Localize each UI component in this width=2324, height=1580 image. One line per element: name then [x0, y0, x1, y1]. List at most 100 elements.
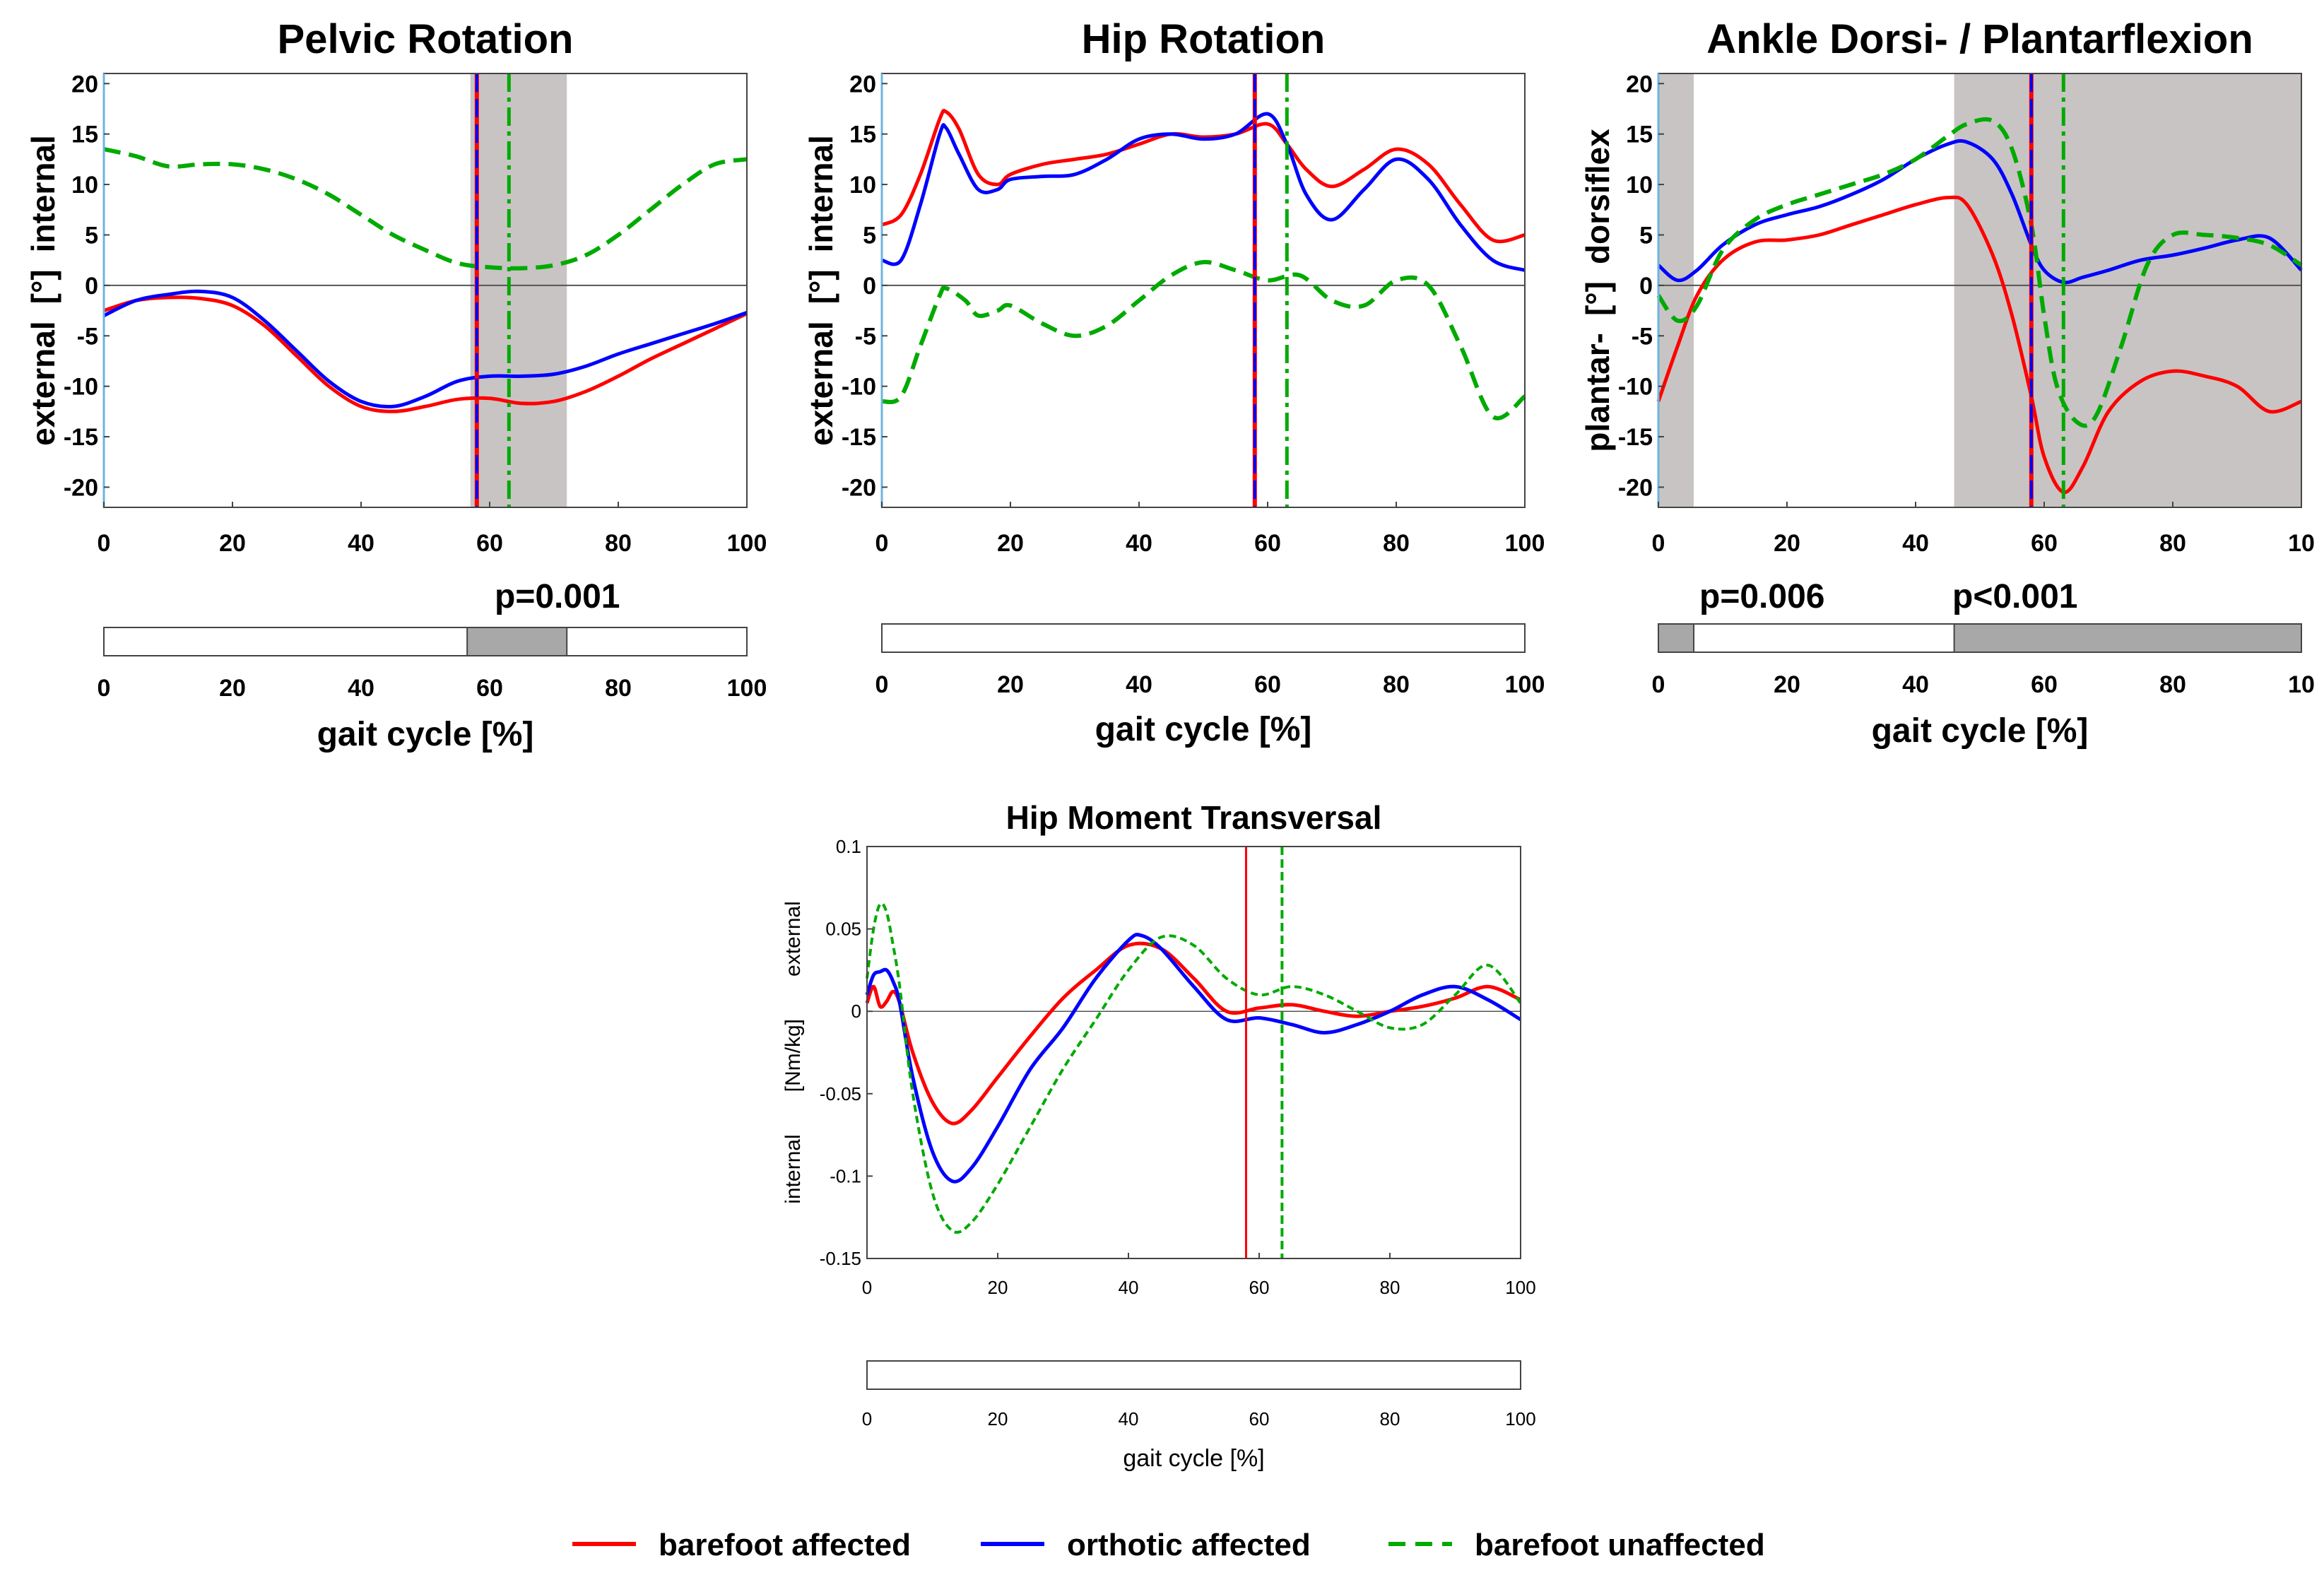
series-line-0 — [880, 109, 1526, 244]
x-tick-label: 20 — [997, 530, 1024, 557]
y-tick-label: 10 — [71, 172, 98, 199]
legend-label: barefoot unaffected — [1475, 1528, 1765, 1562]
plot-area — [867, 847, 1521, 1258]
sig-x-tick-label: 20 — [988, 1408, 1008, 1429]
x-tick-label: 40 — [1119, 1277, 1139, 1298]
x-axis-label: gait cycle [%] — [317, 716, 534, 753]
y-tick-label: -20 — [842, 474, 876, 501]
sig-x-tick-label: 80 — [1380, 1408, 1400, 1429]
chart-title: Hip Moment Transversal — [1006, 799, 1382, 836]
y-tick-label: -0.1 — [830, 1165, 861, 1186]
x-tick-label: 40 — [1126, 530, 1152, 557]
x-tick-label: 20 — [219, 530, 246, 557]
series-line-2 — [866, 902, 1522, 1234]
y-tick-label: 20 — [71, 71, 98, 98]
x-tick-label: 10 — [2288, 530, 2315, 557]
sig-x-tick-label: 60 — [1254, 671, 1281, 698]
x-tick-label: 80 — [1383, 530, 1410, 557]
x-axis-label: gait cycle [%] — [1123, 1445, 1264, 1472]
significant-region — [1954, 73, 2301, 507]
sig-x-tick-label: 20 — [997, 671, 1024, 698]
sig-x-tick-label: 40 — [1119, 1408, 1139, 1429]
chart-panel-3: Hip Moment Transversal 0.1 0.05 0 -0.05 -0.1 -… — [781, 799, 1536, 1472]
plot-frame — [866, 846, 1521, 1259]
sig-x-tick-label: 80 — [2159, 671, 2186, 698]
y-axis-label-part: external — [781, 901, 805, 977]
x-tick-label: 80 — [1380, 1277, 1400, 1298]
sig-x-tick-label: 10 — [2288, 671, 2315, 698]
sig-x-tick-label: 40 — [348, 675, 374, 702]
series-line-2 — [881, 259, 1526, 420]
y-tick-label: 0 — [1639, 273, 1653, 300]
y-tick-label: 10 — [849, 172, 876, 199]
y-tick-label: -10 — [1618, 374, 1653, 401]
sig-x-tick-label: 100 — [1505, 1408, 1535, 1429]
legend-item-0: barefoot affected — [572, 1528, 911, 1562]
sig-x-tick-label: 0 — [862, 1408, 872, 1429]
series-line-2 — [103, 147, 748, 271]
y-tick-label: 5 — [863, 222, 876, 249]
y-axis-label-part: [°] — [25, 269, 61, 304]
y-axis-label-part: [°] — [1579, 281, 1616, 316]
sig-x-tick-label: 20 — [1774, 671, 1800, 698]
y-tick-label: 5 — [85, 222, 98, 249]
y-tick-label: -20 — [1618, 474, 1653, 501]
significance-bar — [103, 627, 748, 656]
series-line-0 — [1656, 195, 2302, 495]
y-tick-label: 10 — [1626, 172, 1653, 199]
y-tick-label: -15 — [1618, 424, 1653, 451]
significance-band — [1953, 623, 2303, 653]
x-tick-label: 0 — [1652, 530, 1665, 557]
series-line-1 — [1657, 138, 2303, 285]
sig-x-tick-label: 40 — [1902, 671, 1929, 698]
series-line-1 — [102, 289, 748, 408]
y-axis-label: plantar- [°] dorsiflex — [1579, 129, 1616, 452]
y-tick-label: 0.1 — [836, 836, 861, 857]
y-tick-label: -5 — [77, 323, 98, 350]
sig-x-tick-label: 0 — [875, 671, 889, 698]
x-tick-label: 100 — [1505, 530, 1545, 557]
p-value-label: p=0.001 — [495, 578, 620, 615]
y-tick-label: 0 — [851, 1001, 861, 1022]
legend-label: orthotic affected — [1067, 1528, 1311, 1562]
x-tick-label: 60 — [476, 530, 503, 557]
sig-x-tick-label: 0 — [1652, 671, 1665, 698]
x-tick-label: 40 — [348, 530, 374, 557]
significance-band — [466, 627, 568, 656]
chart-panel-0: Pelvic Rotation 20 15 10 5 0 -5 -10 -15 -20 0 20 40 6… — [25, 16, 767, 753]
x-tick-label: 100 — [727, 530, 767, 557]
significance-bar — [881, 623, 1526, 653]
sig-x-tick-label: 60 — [1249, 1408, 1270, 1429]
y-axis-label-part: dorsiflex — [1579, 129, 1616, 264]
y-tick-label: 20 — [849, 71, 876, 98]
y-axis-label-part: [Nm/kg] — [781, 1019, 805, 1092]
chart-title: Hip Rotation — [1082, 16, 1326, 62]
y-axis-label-part: internal — [25, 135, 61, 252]
y-axis-label: external [°] internal — [803, 135, 839, 446]
chart-panel-2: Ankle Dorsi- / Plantarflexion 20 15 10 5 0 -5 -… — [1579, 16, 2315, 750]
y-axis-label-part: plantar- — [1579, 333, 1616, 452]
x-tick-label: 40 — [1902, 530, 1929, 557]
y-axis-label-part: internal — [803, 135, 839, 252]
y-tick-label: -5 — [1632, 323, 1653, 350]
y-tick-label: -15 — [842, 424, 876, 451]
x-tick-label: 60 — [1254, 530, 1281, 557]
chart-panels: Pelvic Rotation 20 15 10 5 0 -5 -10 -15 -20 0 20 40 6… — [25, 16, 2315, 1472]
y-tick-label: 15 — [71, 122, 98, 148]
legend-label: barefoot affected — [659, 1528, 911, 1562]
x-tick-label: 0 — [98, 530, 111, 557]
sig-x-tick-label: 60 — [476, 675, 503, 702]
significance-band — [1658, 623, 1695, 653]
y-axis-label: external [°] internal — [25, 135, 61, 446]
y-tick-label: 0.05 — [825, 919, 861, 940]
chart-panel-1: Hip Rotation 20 15 10 5 0 -5 -10 -15 -20 0 20 40 60 80… — [803, 16, 1545, 748]
sig-x-tick-label: 100 — [727, 675, 767, 702]
p-value-label: p=0.006 — [1699, 578, 1824, 615]
significant-region — [470, 73, 567, 507]
legend-item-2: barefoot unaffected — [1388, 1528, 1765, 1562]
sig-x-tick-label: 80 — [605, 675, 632, 702]
p-value-label: p<0.001 — [1952, 578, 2077, 615]
x-tick-label: 80 — [2159, 530, 2186, 557]
x-tick-label: 80 — [605, 530, 632, 557]
y-tick-label: 20 — [1626, 71, 1653, 98]
